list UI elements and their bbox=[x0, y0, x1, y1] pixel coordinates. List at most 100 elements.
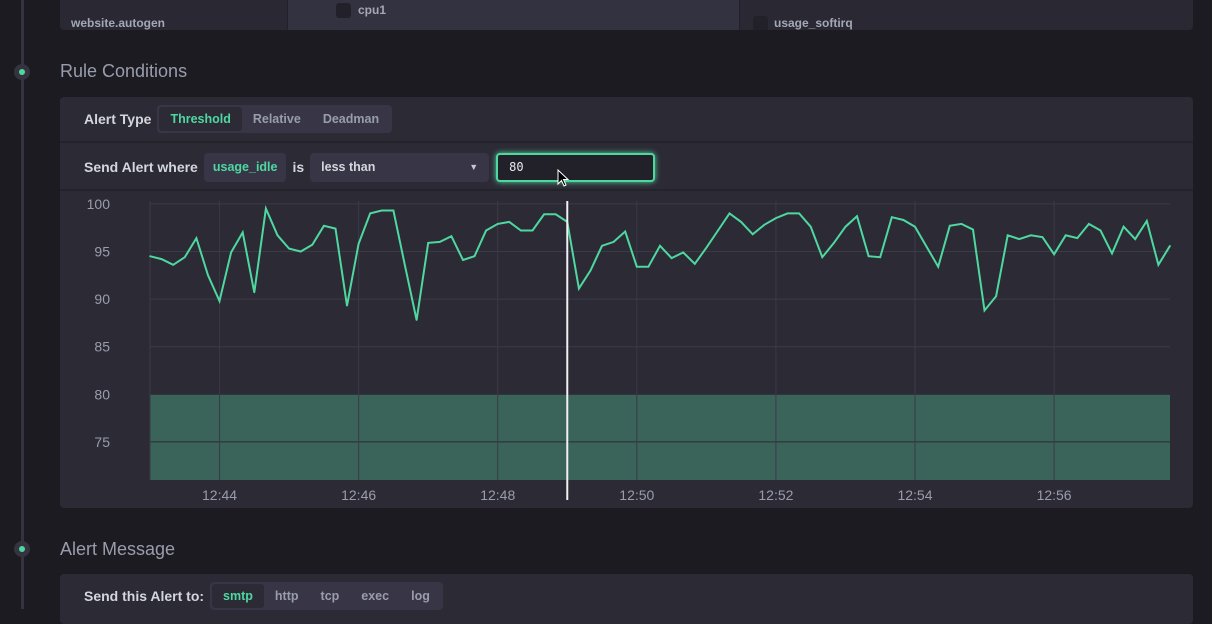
threshold-band bbox=[150, 394, 1170, 480]
data-point bbox=[1099, 229, 1102, 232]
data-point bbox=[1111, 252, 1113, 255]
data-point bbox=[427, 242, 429, 244]
step-dot-icon bbox=[14, 541, 30, 557]
series-line bbox=[149, 204, 1171, 321]
data-point bbox=[508, 221, 511, 223]
data-point bbox=[288, 247, 290, 250]
data-point bbox=[241, 231, 244, 234]
tab-http[interactable]: http bbox=[274, 589, 299, 603]
data-point bbox=[1088, 223, 1090, 225]
tab-smtp[interactable]: smtp bbox=[212, 584, 264, 608]
checkbox[interactable] bbox=[336, 3, 351, 18]
tab-log[interactable]: log bbox=[411, 589, 430, 603]
data-point bbox=[786, 212, 789, 215]
data-point bbox=[798, 212, 800, 215]
data-point bbox=[1041, 236, 1044, 238]
y-tick-label: 100 bbox=[87, 196, 111, 212]
data-point bbox=[531, 229, 534, 232]
data-point bbox=[346, 304, 348, 307]
data-point bbox=[554, 213, 557, 216]
data-point bbox=[670, 257, 673, 259]
data-point bbox=[415, 319, 418, 321]
data-point bbox=[543, 213, 545, 216]
mouse-cursor-icon bbox=[557, 169, 570, 187]
data-point bbox=[1018, 238, 1021, 240]
data-point bbox=[1157, 263, 1160, 266]
tag-item[interactable]: cpu1 bbox=[358, 3, 387, 17]
data-point bbox=[172, 263, 174, 266]
query-builder-panel: website.autogen cpu1 usage_softirq bbox=[60, 0, 1193, 30]
data-point bbox=[983, 309, 986, 312]
data-point bbox=[381, 209, 383, 212]
x-tick-label: 12:48 bbox=[480, 487, 515, 503]
tab-relative[interactable]: Relative bbox=[252, 112, 301, 126]
tab-exec[interactable]: exec bbox=[361, 589, 390, 603]
x-tick-label: 12:50 bbox=[619, 487, 654, 503]
data-point bbox=[856, 215, 858, 218]
y-tick-label: 90 bbox=[94, 291, 110, 307]
database-item[interactable]: website.autogen bbox=[71, 16, 166, 30]
x-tick-label: 12:52 bbox=[758, 487, 793, 503]
data-point bbox=[392, 209, 395, 212]
data-point bbox=[972, 228, 974, 231]
threshold-input[interactable] bbox=[496, 152, 656, 182]
data-point bbox=[682, 251, 684, 254]
data-point bbox=[334, 227, 337, 230]
data-point bbox=[1006, 234, 1009, 237]
y-tick-label: 80 bbox=[94, 386, 110, 402]
data-point bbox=[369, 212, 372, 215]
fields-column: usage_softirq bbox=[740, 0, 1193, 30]
data-point bbox=[705, 246, 708, 249]
data-point bbox=[473, 255, 476, 258]
data-point bbox=[902, 219, 905, 221]
data-point bbox=[728, 212, 731, 215]
data-point bbox=[879, 256, 882, 258]
field-chip: usage_idle bbox=[203, 152, 287, 182]
handlers-row: Send this Alert to: smtp http tcp exec l… bbox=[60, 582, 1193, 610]
data-point bbox=[809, 225, 812, 228]
data-point bbox=[960, 223, 963, 225]
tab-threshold[interactable]: Threshold bbox=[159, 107, 242, 131]
data-point bbox=[520, 229, 522, 232]
data-point bbox=[323, 224, 325, 227]
threshold-chart: 100 95 90 85 80 75 12:44 12:46 12:48 12:50 12:52 12… bbox=[87, 196, 1171, 503]
data-point bbox=[995, 295, 997, 298]
data-point bbox=[496, 223, 499, 225]
is-label: is bbox=[292, 159, 305, 175]
data-point bbox=[763, 224, 766, 226]
section-heading: Alert Message bbox=[60, 539, 176, 559]
data-point bbox=[1053, 253, 1055, 256]
timeline-line bbox=[21, 0, 24, 609]
data-point bbox=[160, 258, 163, 260]
data-point bbox=[1122, 225, 1125, 228]
alert-message-panel: Send this Alert to: smtp http tcp exec l… bbox=[60, 574, 1193, 624]
field-item[interactable]: usage_softirq bbox=[774, 16, 853, 30]
data-point bbox=[1064, 234, 1067, 237]
data-point bbox=[937, 265, 939, 268]
data-point bbox=[183, 256, 186, 258]
section-heading: Rule Conditions bbox=[60, 61, 188, 81]
data-point bbox=[578, 287, 580, 290]
data-point bbox=[821, 256, 824, 258]
data-point bbox=[1169, 244, 1171, 247]
data-point bbox=[1134, 238, 1137, 240]
y-tick-label: 75 bbox=[94, 434, 110, 450]
y-tick-label: 95 bbox=[94, 243, 110, 259]
data-point bbox=[647, 265, 650, 268]
data-point bbox=[230, 251, 232, 254]
data-point bbox=[775, 217, 777, 219]
checkbox[interactable] bbox=[753, 16, 768, 30]
tab-tcp[interactable]: tcp bbox=[320, 589, 340, 603]
send-to-label: Send this Alert to: bbox=[84, 588, 205, 604]
data-point bbox=[485, 229, 487, 232]
y-tick-label: 85 bbox=[94, 339, 110, 355]
data-point bbox=[218, 300, 221, 302]
data-point bbox=[207, 274, 209, 277]
tab-deadman[interactable]: Deadman bbox=[322, 112, 380, 126]
rule-conditions-panel: Alert Type Threshold Relative Deadman Se… bbox=[60, 97, 1193, 508]
data-point bbox=[311, 244, 314, 246]
data-point bbox=[693, 263, 696, 265]
data-point bbox=[450, 235, 453, 238]
alert-type-row: Alert Type Threshold Relative Deadman bbox=[60, 97, 1193, 143]
operator-dropdown[interactable]: less than ▼ bbox=[310, 152, 490, 182]
